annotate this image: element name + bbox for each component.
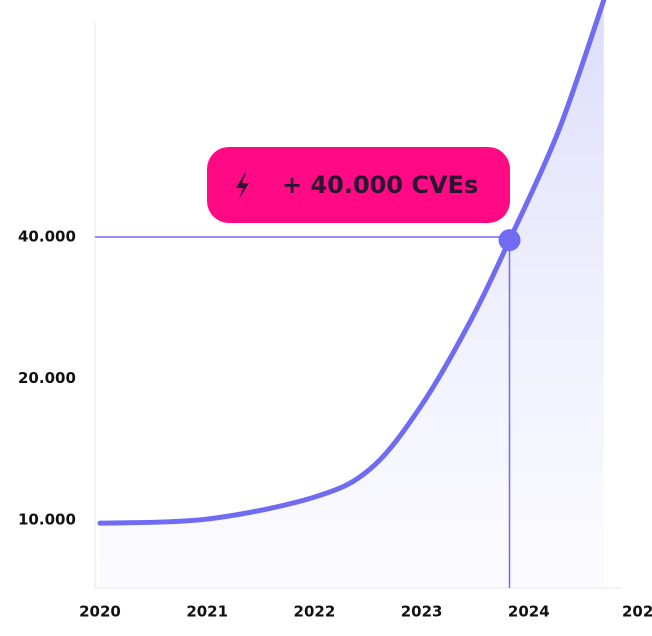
x-tick-label: 2022 xyxy=(294,603,336,621)
highlight-point xyxy=(498,229,521,252)
x-tick-label: 202 xyxy=(622,603,652,621)
y-tick-label: 20.000 xyxy=(18,369,76,387)
line xyxy=(97,0,607,526)
lightning-icon xyxy=(236,173,249,199)
annotation-text: + 40.000 CVEs xyxy=(282,171,478,199)
y-tick-label: 40.000 xyxy=(18,228,76,246)
x-tick-label: 2023 xyxy=(401,603,443,621)
x-tick-label: 2024 xyxy=(508,603,550,621)
area xyxy=(100,0,604,588)
annotation-badge xyxy=(207,147,510,223)
x-tick-label: 2020 xyxy=(79,603,121,621)
x-tick-label: 2021 xyxy=(186,603,228,621)
y-tick-label: 10.000 xyxy=(18,511,76,529)
